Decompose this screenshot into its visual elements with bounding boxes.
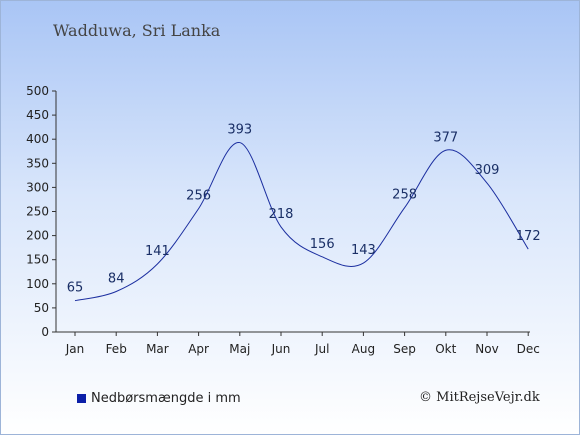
y-tick-label: 400 — [26, 132, 49, 146]
legend-label: Nedbørsmængde i mm — [91, 391, 241, 406]
data-label: 377 — [433, 130, 458, 145]
copyright-text: © MitRejseVejr.dk — [419, 390, 540, 405]
data-label: 143 — [351, 243, 376, 258]
x-tick-label: Okt — [435, 342, 456, 356]
legend: Nedbørsmængde i mm — [77, 391, 241, 406]
x-tick-label: Mar — [146, 342, 169, 356]
x-tick-label: Dec — [517, 342, 540, 356]
series-line — [74, 142, 529, 302]
data-label: 65 — [67, 281, 84, 296]
data-label: 141 — [145, 244, 170, 259]
y-tick-label: 450 — [26, 108, 49, 122]
data-label: 258 — [392, 188, 417, 203]
data-label: 256 — [186, 189, 211, 204]
x-tick-label: Aug — [352, 342, 375, 356]
x-tick-label: Nov — [475, 342, 498, 356]
y-tick-label: 100 — [26, 277, 49, 291]
y-tick-label: 200 — [26, 229, 49, 243]
x-tick-label: Sep — [393, 342, 416, 356]
x-tick-label: Jun — [271, 342, 291, 356]
y-tick-label: 300 — [26, 180, 49, 194]
y-tick-label: 500 — [26, 84, 49, 98]
data-label: 156 — [310, 237, 335, 252]
y-tick-label: 0 — [41, 325, 49, 339]
x-tick-label: Jan — [65, 342, 85, 356]
x-tick-label: Maj — [229, 342, 250, 356]
data-label: 172 — [516, 229, 541, 244]
y-tick-label: 50 — [34, 301, 49, 315]
data-label: 393 — [227, 123, 252, 138]
x-tick-label: Feb — [106, 342, 127, 356]
data-label: 84 — [108, 272, 125, 287]
x-tick-label: Apr — [188, 342, 209, 356]
data-label: 218 — [269, 207, 294, 222]
y-tick-label: 150 — [26, 253, 49, 267]
x-tick-label: Jul — [314, 342, 329, 356]
y-tick-label: 350 — [26, 156, 49, 170]
data-label: 309 — [475, 163, 500, 178]
legend-swatch — [77, 394, 86, 403]
y-tick-label: 250 — [26, 205, 49, 219]
chart-title: Wadduwa, Sri Lanka — [53, 21, 221, 40]
